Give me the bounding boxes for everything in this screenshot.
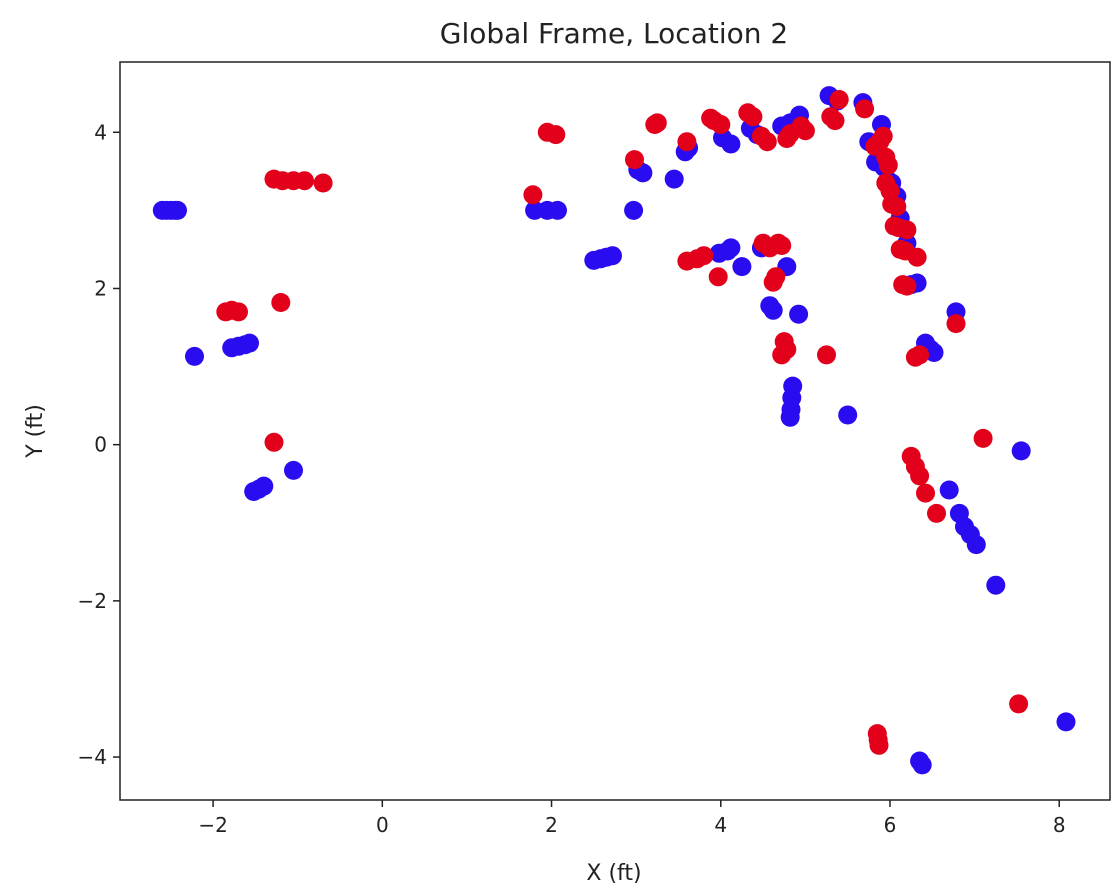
data-point-series-0	[732, 257, 752, 277]
data-point-series-1	[795, 121, 815, 141]
y-axis-label: Y (ft)	[23, 404, 48, 459]
data-point-series-1	[973, 428, 993, 448]
data-point-series-1	[295, 171, 314, 191]
data-point-series-1	[946, 314, 966, 334]
y-tick-label: −4	[78, 745, 107, 769]
data-point-series-0	[240, 333, 259, 353]
ticks-layer: −2 0 2 4 6 8 −4 −2 0 2 4	[78, 120, 1066, 837]
data-point-series-1	[757, 132, 777, 152]
y-tick-label: 0	[94, 433, 107, 457]
data-point-series-0	[721, 134, 741, 154]
data-point-series-1	[523, 185, 543, 205]
data-point-series-1	[264, 432, 284, 452]
x-tick-label: 0	[376, 813, 389, 837]
data-point-series-0	[763, 300, 783, 320]
data-point-series-1	[855, 99, 875, 119]
data-point-series-0	[254, 476, 274, 496]
data-point-series-0	[1056, 712, 1076, 732]
data-point-series-1	[887, 197, 907, 216]
data-point-series-1	[229, 302, 248, 322]
data-point-series-0	[664, 169, 684, 189]
data-point-series-1	[708, 267, 728, 287]
x-tick-label: 2	[545, 813, 558, 837]
x-axis-label: X (ft)	[586, 861, 641, 886]
points-layer	[152, 86, 1076, 775]
y-tick-label: 2	[94, 276, 107, 300]
data-point-series-1	[829, 90, 849, 109]
data-point-series-0	[912, 755, 932, 775]
data-point-series-0	[789, 304, 809, 324]
data-point-series-1	[271, 293, 291, 312]
data-point-series-1	[772, 236, 792, 255]
data-point-series-1	[817, 345, 836, 365]
data-point-series-1	[1009, 694, 1029, 714]
y-tick-label: 4	[94, 120, 107, 144]
data-point-series-1	[711, 115, 731, 134]
data-point-series-1	[897, 220, 917, 240]
x-tick-label: 8	[1053, 813, 1066, 837]
data-point-series-1	[647, 113, 667, 133]
data-point-series-0	[939, 480, 959, 500]
data-point-series-0	[168, 200, 187, 220]
data-point-series-0	[185, 346, 204, 366]
data-point-series-1	[897, 276, 917, 296]
data-point-series-0	[284, 460, 303, 480]
data-point-series-1	[878, 155, 898, 175]
data-point-series-0	[1011, 441, 1031, 461]
data-point-series-0	[548, 200, 567, 220]
data-point-series-1	[825, 111, 845, 131]
chart-title: Global Frame, Location 2	[440, 17, 788, 50]
data-point-series-1	[743, 107, 763, 127]
plot-frame	[119, 61, 1111, 801]
data-point-series-1	[546, 125, 566, 145]
data-point-series-1	[677, 132, 697, 152]
data-point-series-0	[603, 246, 622, 266]
x-tick-label: −2	[198, 813, 227, 837]
data-point-series-0	[924, 343, 944, 362]
data-point-series-0	[624, 200, 644, 220]
data-point-series-1	[916, 483, 935, 503]
data-point-series-1	[873, 126, 893, 146]
data-point-series-1	[625, 150, 644, 170]
data-point-series-1	[910, 345, 930, 365]
data-point-series-0	[986, 575, 1006, 595]
data-point-series-0	[780, 407, 800, 427]
data-point-series-1	[313, 173, 333, 193]
data-point-series-0	[966, 535, 986, 555]
data-point-series-0	[838, 405, 858, 425]
data-point-series-0	[721, 238, 741, 258]
data-point-series-1	[910, 466, 930, 486]
data-point-series-1	[766, 267, 786, 287]
y-tick-label: −2	[78, 589, 107, 613]
data-point-series-1	[869, 735, 889, 755]
data-point-series-1	[772, 345, 792, 365]
data-point-series-1	[907, 247, 927, 267]
x-tick-label: 6	[884, 813, 897, 837]
x-tick-label: 4	[714, 813, 727, 837]
data-point-series-1	[694, 246, 714, 266]
data-point-series-1	[927, 503, 946, 523]
